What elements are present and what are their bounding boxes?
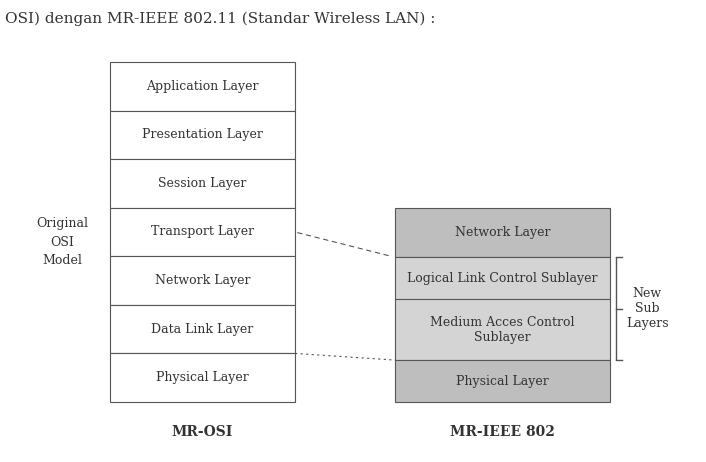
Bar xyxy=(395,360,610,402)
Bar xyxy=(110,305,295,353)
Text: MR-OSI: MR-OSI xyxy=(172,425,233,439)
Text: Transport Layer: Transport Layer xyxy=(151,225,254,238)
Text: Application Layer: Application Layer xyxy=(146,80,259,93)
Text: Session Layer: Session Layer xyxy=(158,177,246,190)
Text: Logical Link Control Sublayer: Logical Link Control Sublayer xyxy=(407,272,598,285)
Bar xyxy=(110,353,295,402)
Bar xyxy=(110,256,295,305)
Text: MR-IEEE 802: MR-IEEE 802 xyxy=(450,425,555,439)
Bar xyxy=(395,299,610,360)
Text: Physical Layer: Physical Layer xyxy=(156,371,249,384)
Text: OSI) dengan MR-IEEE 802.11 (Standar Wireless LAN) :: OSI) dengan MR-IEEE 802.11 (Standar Wire… xyxy=(5,12,436,26)
Bar xyxy=(395,257,610,299)
Text: Medium Acces Control
Sublayer: Medium Acces Control Sublayer xyxy=(430,316,575,344)
Bar xyxy=(395,208,610,257)
Bar xyxy=(110,62,295,110)
Text: Data Link Layer: Data Link Layer xyxy=(151,322,253,335)
Text: Presentation Layer: Presentation Layer xyxy=(142,128,263,141)
Text: Original
OSI
Model: Original OSI Model xyxy=(36,218,88,267)
Text: Network Layer: Network Layer xyxy=(455,226,550,239)
Bar xyxy=(110,110,295,159)
Text: New
Sub
Layers: New Sub Layers xyxy=(626,287,669,330)
Bar xyxy=(110,159,295,208)
Text: Physical Layer: Physical Layer xyxy=(456,375,549,388)
Bar xyxy=(110,208,295,256)
Text: Network Layer: Network Layer xyxy=(155,274,250,287)
